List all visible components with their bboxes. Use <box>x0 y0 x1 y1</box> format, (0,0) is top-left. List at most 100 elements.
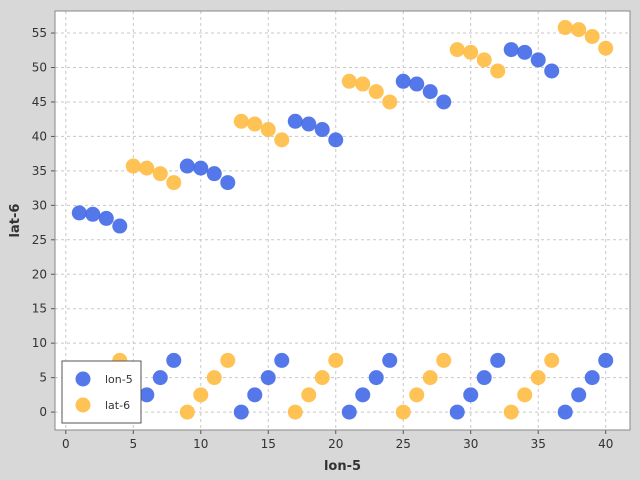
data-point <box>368 84 384 100</box>
data-point <box>247 116 263 132</box>
y-tick-label: 15 <box>32 302 47 316</box>
data-point <box>314 370 330 386</box>
legend-marker <box>75 397 91 413</box>
data-point <box>220 175 236 191</box>
x-tick-label: 15 <box>261 437 276 451</box>
data-point <box>112 218 128 234</box>
data-point <box>166 352 182 368</box>
data-point <box>233 113 249 129</box>
data-point <box>328 132 344 148</box>
data-point <box>382 352 398 368</box>
y-tick-label: 0 <box>39 405 47 419</box>
legend-label: lat-6 <box>105 399 130 412</box>
data-point <box>503 42 519 58</box>
data-point <box>598 352 614 368</box>
data-point <box>98 210 114 226</box>
x-tick-label: 40 <box>598 437 613 451</box>
data-point <box>449 404 465 420</box>
data-point <box>125 158 141 174</box>
data-point <box>355 387 371 403</box>
y-tick-label: 10 <box>32 336 47 350</box>
data-point <box>260 122 276 138</box>
legend-box <box>61 360 142 424</box>
data-point <box>166 175 182 191</box>
data-point <box>395 404 411 420</box>
legend: lon-5 lat-6 <box>61 360 142 424</box>
data-point <box>584 370 600 386</box>
x-tick-label: 0 <box>62 437 70 451</box>
data-point <box>301 387 317 403</box>
x-tick-label: 35 <box>531 437 546 451</box>
data-point <box>530 370 546 386</box>
y-tick-label: 35 <box>32 164 47 178</box>
data-point <box>71 205 87 221</box>
y-tick-label: 20 <box>32 267 47 281</box>
data-point <box>247 387 263 403</box>
data-point <box>341 73 357 89</box>
y-tick-label: 45 <box>32 95 47 109</box>
data-point <box>463 44 479 60</box>
data-point <box>260 370 276 386</box>
data-point <box>530 52 546 68</box>
data-point <box>193 387 209 403</box>
x-axis-label: lon-5 <box>324 459 361 474</box>
data-point <box>193 160 209 176</box>
data-point <box>409 76 425 92</box>
data-point <box>422 84 438 100</box>
data-point <box>274 352 290 368</box>
data-point <box>152 370 168 386</box>
data-point <box>287 113 303 129</box>
data-point <box>584 28 600 44</box>
data-point <box>139 387 155 403</box>
x-tick-label: 5 <box>129 437 137 451</box>
data-point <box>409 387 425 403</box>
data-point <box>206 370 222 386</box>
data-point <box>449 42 465 58</box>
data-point <box>179 404 195 420</box>
data-point <box>557 404 573 420</box>
data-point <box>476 52 492 68</box>
x-tick-label: 30 <box>463 437 478 451</box>
data-point <box>179 158 195 174</box>
data-point <box>301 116 317 132</box>
data-point <box>85 206 101 222</box>
data-point <box>274 132 290 148</box>
data-point <box>328 352 344 368</box>
data-point <box>571 387 587 403</box>
axes: 0 5 10 15 20 25 30 35 40 0 5 10 15 20 25 30 35 40 45 50 55 <box>32 10 631 451</box>
data-point <box>368 370 384 386</box>
plot-border <box>54 10 631 431</box>
data-point <box>463 387 479 403</box>
data-point <box>490 352 506 368</box>
y-tick-label: 55 <box>32 26 47 40</box>
y-tick-label: 50 <box>32 61 47 75</box>
data-point <box>422 370 438 386</box>
data-point <box>314 122 330 138</box>
data-point <box>476 370 492 386</box>
data-point <box>571 22 587 38</box>
y-tick-label: 5 <box>39 371 47 385</box>
data-point <box>517 44 533 60</box>
data-point <box>436 94 452 110</box>
legend-marker <box>75 371 91 387</box>
data-point <box>544 352 560 368</box>
legend-label: lon-5 <box>105 373 133 386</box>
y-tick-label: 25 <box>32 233 47 247</box>
y-axis-label: lat-6 <box>8 204 23 238</box>
y-tick-label: 40 <box>32 129 47 143</box>
data-point <box>503 404 519 420</box>
data-point <box>490 63 506 79</box>
data-point <box>355 76 371 92</box>
data-point <box>557 20 573 36</box>
x-tick-label: 25 <box>396 437 411 451</box>
data-point <box>598 40 614 56</box>
data-points <box>71 20 614 420</box>
data-point <box>139 160 155 176</box>
data-point <box>220 352 236 368</box>
data-point <box>341 404 357 420</box>
data-point <box>544 63 560 79</box>
data-point <box>233 404 249 420</box>
y-tick-label: 30 <box>32 198 47 212</box>
data-point <box>152 166 168 182</box>
